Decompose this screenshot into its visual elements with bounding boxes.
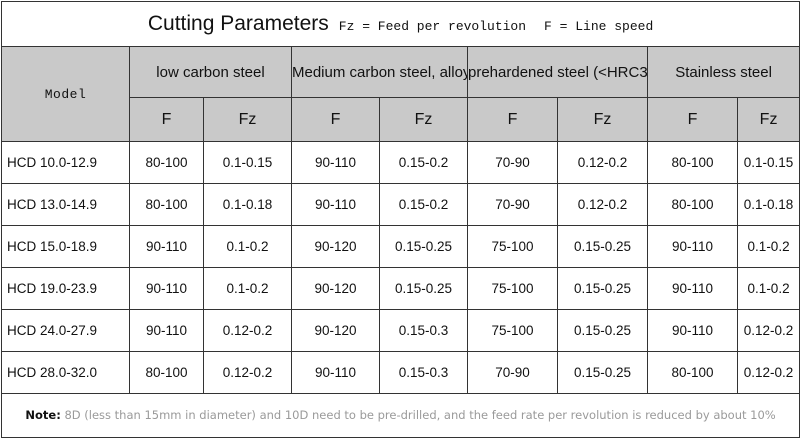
value-cell: 90-110 [291, 141, 380, 184]
sub-header-f: F [647, 97, 738, 142]
value-cell: 0.15-0.2 [379, 141, 468, 184]
value-cell: 0.1-0.18 [203, 183, 292, 226]
note-text: 8D (less than 15mm in diameter) and 10D … [64, 408, 776, 422]
value-cell: 90-110 [291, 351, 380, 394]
table-row: HCD 28.0-32.0 80-100 0.12-0.2 90-110 0.1… [1, 351, 800, 394]
value-cell: 0.1-0.2 [203, 225, 292, 268]
value-cell: 80-100 [647, 351, 738, 394]
value-cell: 0.1-0.2 [203, 267, 292, 310]
value-cell: 75-100 [467, 267, 558, 310]
value-cell: 0.12-0.2 [203, 309, 292, 352]
value-cell: 0.12-0.2 [203, 351, 292, 394]
value-cell: 90-120 [291, 309, 380, 352]
table-row: HCD 24.0-27.9 90-110 0.12-0.2 90-120 0.1… [1, 309, 800, 352]
value-cell: 0.12-0.2 [557, 141, 648, 184]
model-cell: HCD 24.0-27.9 [1, 309, 130, 352]
value-cell: 0.15-0.25 [557, 351, 648, 394]
value-cell: 90-110 [129, 225, 204, 268]
value-cell: 70-90 [467, 141, 558, 184]
value-cell: 90-110 [647, 225, 738, 268]
model-header: Model [1, 46, 130, 142]
sub-header-fz: Fz [379, 97, 468, 142]
table-title: Cutting Parameters Fz = Feed per revoluti… [0, 1, 800, 47]
note-label: Note: [25, 408, 61, 422]
value-cell: 0.15-0.25 [557, 309, 648, 352]
value-cell: 0.15-0.3 [379, 351, 468, 394]
value-cell: 80-100 [129, 141, 204, 184]
value-cell: 80-100 [129, 183, 204, 226]
value-cell: 90-120 [291, 267, 380, 310]
sub-header-fz: Fz [203, 97, 292, 142]
group-header-medium-carbon: Medium carbon steel, alloy steel [291, 46, 468, 98]
sub-header-f: F [467, 97, 558, 142]
group-header-low-carbon: low carbon steel [129, 46, 292, 98]
value-cell: 0.1-0.2 [736, 225, 800, 268]
value-cell: 75-100 [467, 225, 558, 268]
value-cell: 0.15-0.2 [379, 183, 468, 226]
value-cell: 0.1-0.15 [203, 141, 292, 184]
value-cell: 90-110 [129, 267, 204, 310]
value-cell: 0.1-0.15 [736, 141, 800, 184]
table-row: HCD 13.0-14.9 80-100 0.1-0.18 90-110 0.1… [1, 183, 800, 226]
value-cell: 75-100 [467, 309, 558, 352]
sub-header-fz: Fz [557, 97, 648, 142]
sub-header-f: F [129, 97, 204, 142]
table-row: HCD 19.0-23.9 90-110 0.1-0.2 90-120 0.15… [1, 267, 800, 310]
value-cell: 0.12-0.2 [736, 309, 800, 352]
value-cell: 0.15-0.25 [379, 267, 468, 310]
value-cell: 70-90 [467, 183, 558, 226]
value-cell: 0.12-0.2 [557, 183, 648, 226]
model-cell: HCD 10.0-12.9 [1, 141, 130, 184]
value-cell: 90-110 [647, 309, 738, 352]
sub-header-f: F [291, 97, 380, 142]
model-cell: HCD 28.0-32.0 [1, 351, 130, 394]
f-definition: F = Line speed [544, 19, 654, 34]
model-cell: HCD 19.0-23.9 [1, 267, 130, 310]
value-cell: 0.15-0.25 [557, 267, 648, 310]
value-cell: 80-100 [647, 141, 738, 184]
model-cell: HCD 13.0-14.9 [1, 183, 130, 226]
model-cell: HCD 15.0-18.9 [1, 225, 130, 268]
value-cell: 0.15-0.25 [379, 225, 468, 268]
group-header-stainless: Stainless steel [646, 46, 800, 98]
value-cell: 80-100 [129, 351, 204, 394]
value-cell: 0.12-0.2 [736, 351, 800, 394]
value-cell: 0.1-0.18 [736, 183, 800, 226]
value-cell: 90-110 [129, 309, 204, 352]
value-cell: 90-110 [647, 267, 738, 310]
value-cell: 0.15-0.25 [557, 225, 648, 268]
group-header-prehardened: prehardened steel (<HRC35) [467, 46, 648, 98]
value-cell: 0.1-0.2 [736, 267, 800, 310]
table-row: HCD 10.0-12.9 80-100 0.1-0.15 90-110 0.1… [1, 141, 800, 184]
title-main: Cutting Parameters [147, 12, 329, 35]
sub-header-fz: Fz [736, 97, 800, 142]
value-cell: 0.15-0.3 [379, 309, 468, 352]
fz-definition: Fz = Feed per revolution [338, 19, 527, 34]
value-cell: 90-110 [291, 183, 380, 226]
note-row: Note: 8D (less than 15mm in diameter) an… [0, 393, 800, 438]
value-cell: 70-90 [467, 351, 558, 394]
value-cell: 90-120 [291, 225, 380, 268]
value-cell: 80-100 [647, 183, 738, 226]
table-row: HCD 15.0-18.9 90-110 0.1-0.2 90-120 0.15… [1, 225, 800, 268]
